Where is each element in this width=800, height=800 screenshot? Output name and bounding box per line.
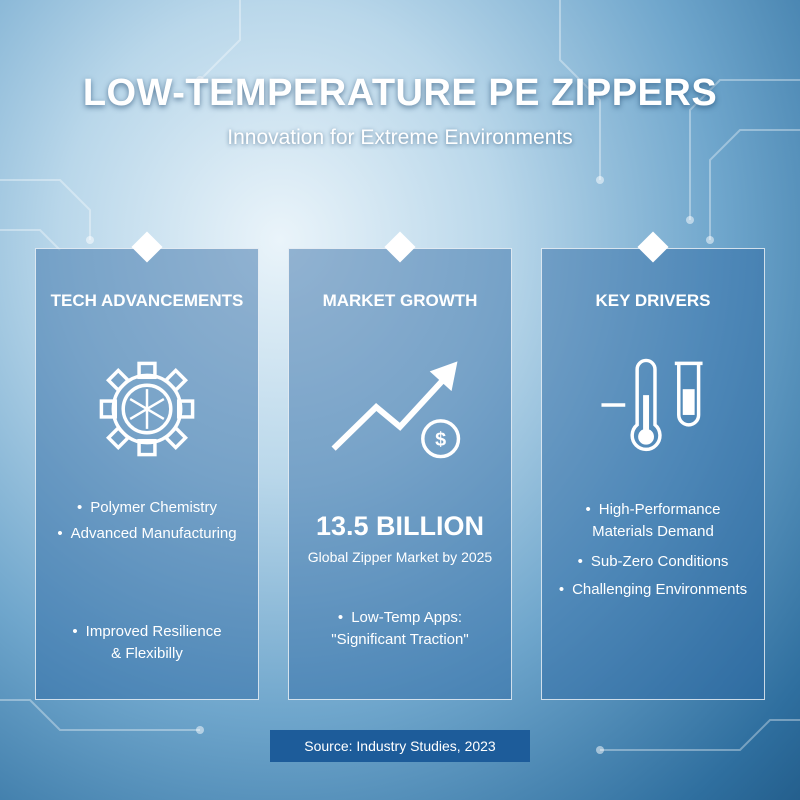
growth-icon: $	[331, 361, 461, 459]
stat: 13.5 BILLION	[315, 511, 485, 541]
panel: KEY DRIVERS High-Performance Materials D…	[541, 248, 765, 700]
bullet: High-Performance Materials Demand	[572, 499, 734, 543]
gear-snowflake-icon	[99, 361, 195, 457]
subtitle: Innovation for Extreme Environments	[227, 126, 573, 149]
panel-title: KEY DRIVERS	[595, 291, 711, 310]
svg-text:$: $	[435, 429, 446, 451]
thermometer-icon	[601, 358, 703, 452]
bullet: Improved Resilience & Flexibilly	[66, 621, 228, 665]
source: Source: Industry Studies, 2023	[270, 730, 530, 762]
panel-title: MARKET GROWTH	[322, 291, 478, 310]
bullet: Polymer Chemistry	[46, 497, 248, 519]
panel-title: TECH ADVANCEMENTS	[50, 291, 244, 310]
bullet: Challenging Environments	[552, 579, 754, 601]
panel: MARKET GROWTH $ 13.5 BILLION Global Zipp…	[288, 248, 512, 700]
bullet: Low-Temp Apps: "Significant Traction"	[319, 607, 481, 651]
panel: TECH ADVANCEMENTS Polymer Chemistry Adva…	[35, 248, 259, 700]
bullet: Advanced Manufacturing	[46, 523, 248, 545]
stat-caption: Global Zipper Market by 2025	[307, 549, 493, 565]
bullet: Sub-Zero Conditions	[552, 551, 754, 573]
title: LOW-TEMPERATURE PE ZIPPERS	[82, 72, 718, 114]
